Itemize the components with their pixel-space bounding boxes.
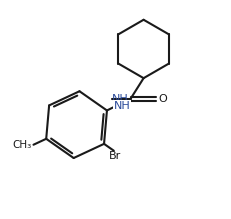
Text: O: O (158, 94, 167, 104)
Text: Br: Br (109, 151, 121, 161)
Text: NH: NH (112, 94, 129, 104)
Text: NH: NH (114, 101, 131, 111)
Text: CH₃: CH₃ (13, 140, 32, 150)
